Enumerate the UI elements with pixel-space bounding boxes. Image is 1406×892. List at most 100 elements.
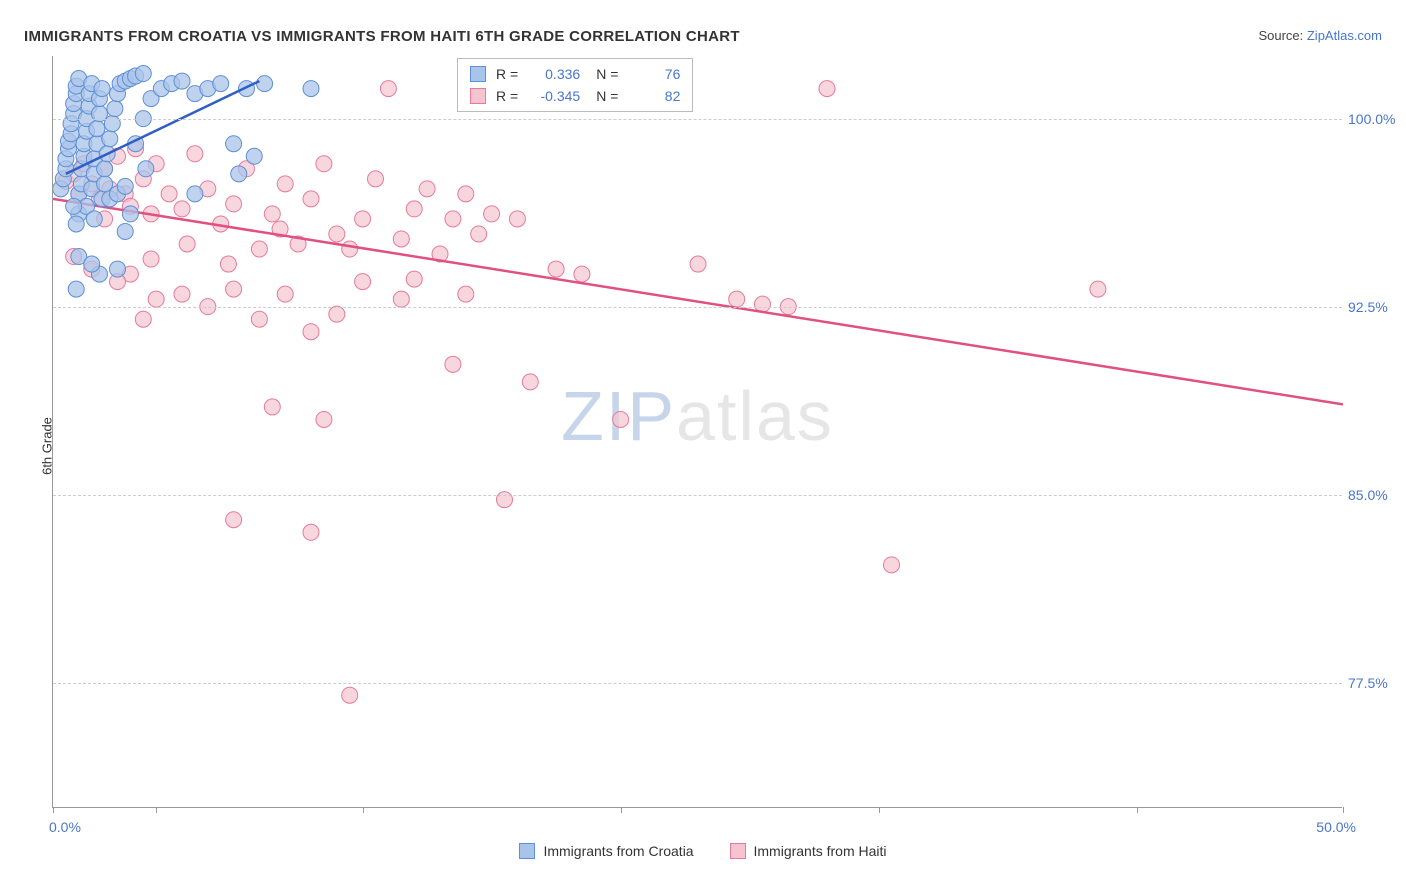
data-point [89,121,105,137]
data-point [110,261,126,277]
data-point [484,206,500,222]
data-point [277,286,293,302]
x-tick [1137,807,1138,813]
data-point [226,281,242,297]
data-point [122,206,138,222]
swatch-croatia [519,843,535,859]
y-tick-label: 92.5% [1348,299,1404,315]
data-point [522,374,538,390]
data-point [342,241,358,257]
data-point [380,81,396,97]
data-point [97,176,113,192]
data-point [729,291,745,307]
data-point [406,201,422,217]
legend-item-croatia: Immigrants from Croatia [519,843,693,859]
data-point [68,216,84,232]
data-point [264,399,280,415]
data-point [819,81,835,97]
data-point [303,324,319,340]
data-point [884,557,900,573]
data-point [264,206,280,222]
data-point [226,136,242,152]
data-point [257,76,273,92]
data-point [1090,281,1106,297]
data-point [445,356,461,372]
data-point [251,311,267,327]
data-point [755,296,771,312]
data-point [509,211,525,227]
data-point [107,101,123,117]
data-point [143,251,159,267]
source-link[interactable]: ZipAtlas.com [1307,28,1382,43]
data-point [303,191,319,207]
data-point [355,211,371,227]
data-point [148,291,164,307]
data-point [342,687,358,703]
y-tick-label: 100.0% [1348,111,1404,127]
data-point [97,161,113,177]
data-point [135,66,151,82]
data-point [329,226,345,242]
trend-line [53,199,1343,405]
data-point [574,266,590,282]
data-point [174,286,190,302]
data-point [316,411,332,427]
data-point [179,236,195,252]
y-tick-label: 85.0% [1348,487,1404,503]
chart-svg [53,56,1343,808]
bottom-legend: Immigrants from Croatia Immigrants from … [0,843,1406,862]
data-point [316,156,332,172]
data-point [251,241,267,257]
data-point [102,131,118,147]
data-point [161,186,177,202]
legend-item-haiti: Immigrants from Haiti [730,843,887,859]
y-tick-label: 77.5% [1348,675,1404,691]
x-tick [879,807,880,813]
data-point [174,73,190,89]
data-point [613,411,629,427]
data-point [690,256,706,272]
legend-label-croatia: Immigrants from Croatia [543,843,693,859]
gridline [53,307,1342,308]
data-point [393,291,409,307]
x-tick [363,807,364,813]
legend-label-haiti: Immigrants from Haiti [754,843,887,859]
data-point [68,281,84,297]
data-point [84,256,100,272]
x-axis-min-label: 0.0% [49,819,81,835]
plot-area: ZIPatlas R = 0.336 N = 76 R = -0.345 N =… [52,56,1342,808]
data-point [220,256,236,272]
data-point [226,196,242,212]
swatch-haiti [730,843,746,859]
data-point [393,231,409,247]
data-point [548,261,564,277]
data-point [303,81,319,97]
data-point [458,186,474,202]
data-point [419,181,435,197]
source-prefix: Source: [1258,28,1306,43]
data-point [117,178,133,194]
data-point [174,201,190,217]
data-point [368,171,384,187]
data-point [231,166,247,182]
data-point [277,176,293,192]
data-point [329,306,345,322]
x-tick [156,807,157,813]
data-point [406,271,422,287]
data-point [458,286,474,302]
data-point [303,524,319,540]
data-point [226,512,242,528]
x-tick [1343,807,1344,813]
data-point [117,223,133,239]
source-attribution: Source: ZipAtlas.com [1258,28,1382,43]
x-axis-max-label: 50.0% [1316,819,1356,835]
data-point [94,81,110,97]
x-tick [53,807,54,813]
x-tick [621,807,622,813]
data-point [86,211,102,227]
gridline [53,119,1342,120]
gridline [53,683,1342,684]
data-point [187,146,203,162]
data-point [187,186,203,202]
gridline [53,495,1342,496]
